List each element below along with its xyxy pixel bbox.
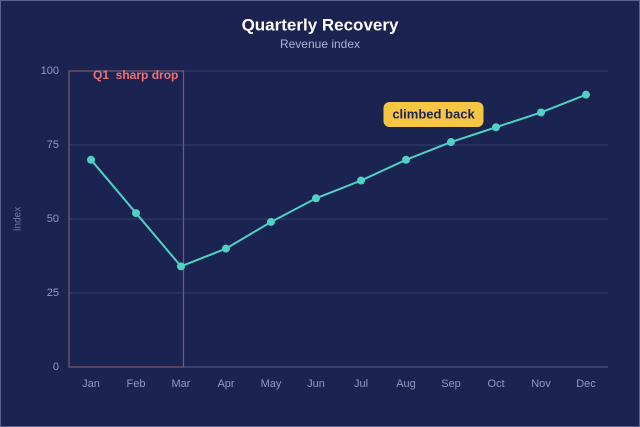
annotation-badge: [383, 102, 484, 127]
point: [492, 123, 500, 132]
annotation: climbed back: [392, 106, 475, 121]
x-tick-label: Feb: [127, 378, 146, 390]
point: [582, 90, 590, 99]
point: [537, 108, 545, 117]
point: [312, 194, 320, 203]
y-tick-label: 75: [47, 139, 59, 151]
line: [90, 93, 587, 268]
point: [402, 155, 410, 164]
x-tick-label: Nov: [531, 378, 551, 390]
x-tick-label: Sep: [441, 378, 461, 390]
annotation: Q1 sharp drop: [93, 68, 178, 82]
y-axis-label: Index: [13, 207, 24, 231]
x-tick-label: May: [261, 378, 282, 390]
point: [222, 244, 230, 253]
y-tick-label: 25: [47, 287, 59, 299]
x-tick-label: Mar: [172, 378, 191, 390]
x-tick-label: Apr: [217, 378, 234, 390]
point: [177, 262, 185, 271]
point: [267, 217, 275, 226]
x-tick-label: Jun: [307, 378, 325, 390]
x-tick-label: Jan: [82, 378, 100, 390]
point: [447, 138, 455, 147]
x-tick-label: Aug: [396, 378, 416, 390]
chart-subtitle: Revenue index: [280, 37, 360, 51]
x-tick-label: Oct: [487, 378, 504, 390]
point: [357, 176, 365, 185]
point: [132, 209, 140, 218]
y-tick-label: 100: [41, 65, 59, 77]
y-tick-label: 50: [47, 213, 59, 225]
y-tick-label: 0: [53, 361, 59, 373]
x-tick-label: Dec: [576, 378, 596, 390]
x-tick-label: Jul: [354, 378, 368, 390]
point: [87, 155, 95, 164]
chart-title: Quarterly Recovery: [242, 15, 399, 34]
highlight-region: [68, 70, 185, 368]
